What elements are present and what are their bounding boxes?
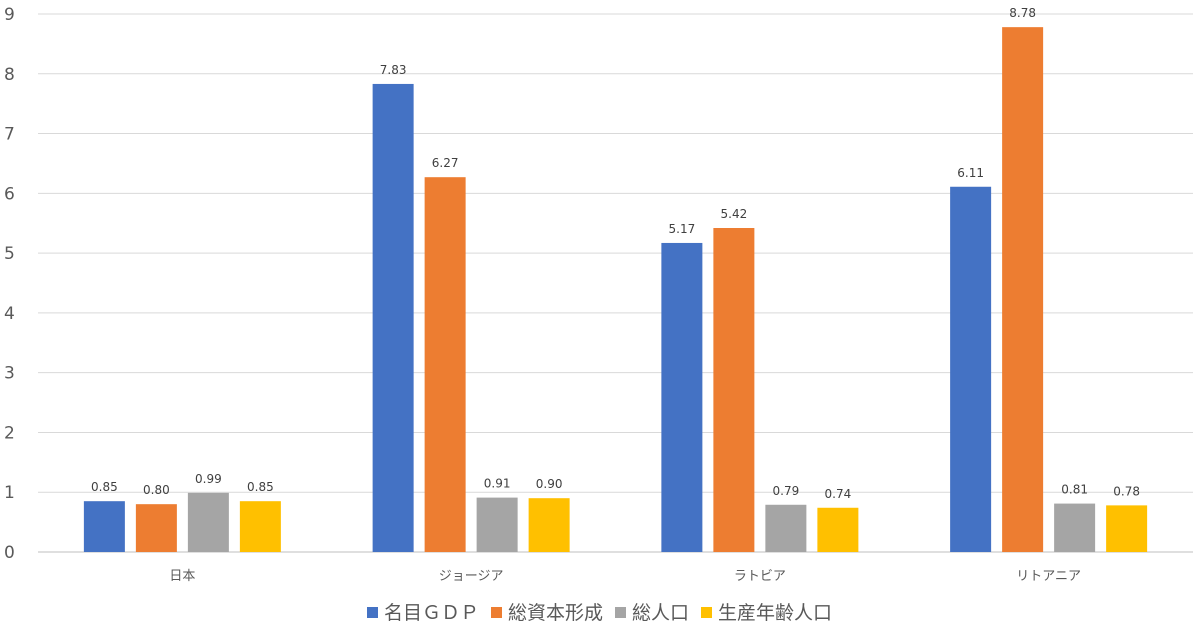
- y-tick-label: 7: [4, 125, 15, 145]
- data-label: 0.79: [773, 484, 800, 498]
- data-label: 7.83: [380, 63, 407, 77]
- y-tick-label: 6: [4, 184, 15, 204]
- bar: [1054, 503, 1096, 552]
- chart-canvas: 0 1 2 3 4 5 6 7 8 9 0.85 0.80 0.99 0.85 日本 7.83 6.27 0.91…: [4, 5, 1193, 584]
- x-tick-label: リトアニア: [1016, 569, 1081, 584]
- legend-item: 総人口: [615, 598, 689, 625]
- bar: [528, 498, 570, 552]
- y-tick-label: 0: [4, 543, 15, 563]
- y-tick-label: 3: [4, 364, 15, 384]
- bar: [187, 492, 229, 552]
- bar: [83, 501, 125, 552]
- data-label: 0.99: [195, 472, 222, 486]
- legend-label: 総人口: [632, 602, 690, 624]
- legend-item: 総資本形成: [490, 598, 603, 625]
- data-label: 0.91: [484, 477, 511, 491]
- x-tick-label: ジョージア: [439, 569, 504, 584]
- bar: [1002, 27, 1044, 552]
- bar: [765, 504, 807, 552]
- legend-item: 生産年齢人口: [701, 598, 832, 625]
- bar: [817, 507, 859, 552]
- legend-item: 名目ＧＤＰ: [366, 598, 479, 625]
- y-tick-label: 5: [4, 244, 15, 264]
- data-label: 8.78: [1009, 6, 1036, 20]
- y-tick-label: 9: [4, 5, 15, 25]
- x-tick-label: 日本: [169, 569, 195, 584]
- bar: [713, 228, 755, 552]
- bar: [239, 501, 281, 552]
- legend-swatch: [366, 607, 378, 618]
- data-label: 6.11: [957, 166, 984, 180]
- bar: [950, 186, 992, 552]
- bar: [424, 177, 466, 552]
- data-label: 5.42: [721, 207, 748, 221]
- y-tick-label: 8: [4, 65, 15, 85]
- legend-label: 生産年齢人口: [718, 602, 833, 624]
- data-label: 0.80: [143, 483, 170, 497]
- bar: [1106, 505, 1148, 552]
- data-label: 0.85: [91, 480, 118, 494]
- y-tick-label: 4: [4, 304, 15, 324]
- bar: [135, 504, 177, 552]
- bar: [661, 242, 703, 552]
- bar: [476, 497, 518, 552]
- legend-swatch: [615, 607, 626, 618]
- legend-swatch: [490, 607, 502, 618]
- data-label: 0.81: [1061, 483, 1088, 497]
- data-label: 0.85: [247, 480, 274, 494]
- chart-legend: 名目ＧＤＰ 総資本形成 総人口 生産年齢人口: [0, 598, 1199, 625]
- data-label: 0.90: [536, 477, 563, 491]
- y-tick-label: 1: [4, 483, 15, 503]
- x-tick-label: ラトビア: [734, 569, 786, 584]
- legend-label: 名目ＧＤＰ: [383, 602, 479, 624]
- data-label: 6.27: [432, 156, 459, 170]
- y-tick-label: 2: [4, 423, 15, 443]
- data-label: 5.17: [669, 222, 696, 236]
- data-label: 0.78: [1113, 484, 1140, 498]
- data-label: 0.74: [825, 487, 852, 501]
- legend-label: 総資本形成: [507, 602, 603, 624]
- bar: [372, 83, 414, 552]
- legend-swatch: [701, 607, 713, 618]
